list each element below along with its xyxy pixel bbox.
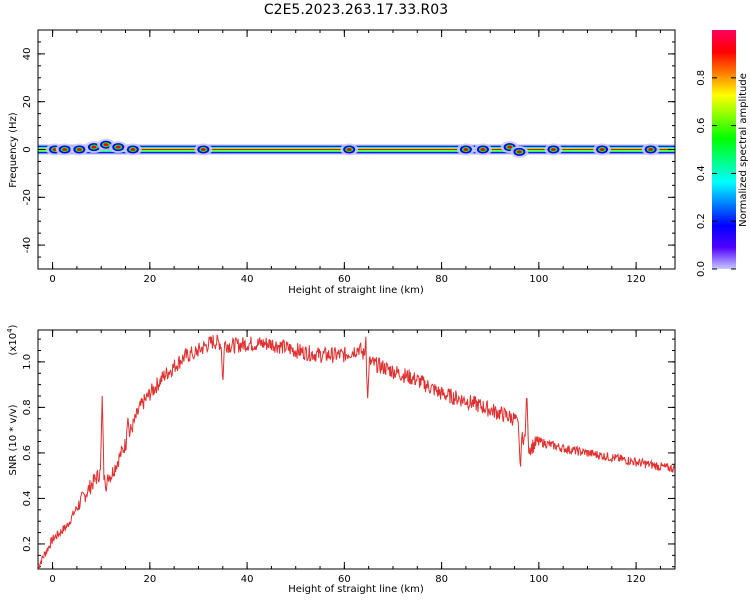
snr-xtick-label-6: 120: [627, 574, 646, 585]
snr-xtick-label-4: 80: [435, 574, 448, 585]
hotspot-core-1: [62, 148, 68, 151]
snr-multiplier-close: ): [8, 324, 19, 328]
hotspot-core-9: [463, 148, 469, 151]
snr-xtick-label-2: 40: [241, 574, 254, 585]
snr-xtick-label-1: 20: [143, 574, 156, 585]
snr-panel: 0 20 40 60 80 100 120 0.2 0.4 0.6 0.8 1.0 Height of…: [6, 324, 676, 595]
colorbar-tick-label-0: 0.0: [696, 261, 707, 277]
snr-frame: [37, 329, 676, 570]
colorbar-tick-label-1: 0.2: [696, 213, 707, 229]
snr-multiplier-label: (x104): [6, 324, 19, 355]
spectrogram-xtick-label-3: 60: [338, 274, 351, 285]
snr-ytick-label-2: 0.6: [22, 445, 33, 461]
snr-series-line: [37, 334, 676, 569]
figure-title: C2E5.2023.263.17.33.R03: [264, 2, 448, 18]
hotspot-core-4: [103, 143, 109, 147]
hotspot-core-13: [550, 148, 556, 151]
spectrogram-ytick-label-4: 40: [22, 48, 33, 61]
colorbar-tick-label-3: 0.6: [696, 118, 707, 134]
spectrogram-xtick-label-6: 120: [627, 274, 646, 285]
hotspot-core-14: [599, 148, 605, 151]
snr-ytick-label-1: 0.4: [22, 490, 33, 506]
hotspot-core-2: [76, 148, 82, 151]
snr-multiplier-exponent: 4: [6, 328, 14, 333]
hotspot-core-5: [115, 145, 121, 149]
hotspot-core-3: [91, 145, 97, 149]
spectrogram-ytick-label-1: -20: [22, 189, 33, 205]
spectrogram-xtick-label-2: 40: [241, 274, 254, 285]
hotspot-core-7: [200, 148, 206, 151]
hotspot-core-8: [346, 148, 352, 151]
spectrogram-ytick-label-3: 20: [22, 95, 33, 108]
spectrogram-xtick-label-0: 0: [49, 274, 55, 285]
colorbar-gradient: [712, 30, 736, 269]
spectrogram-ytick-label-2: 0: [22, 146, 33, 152]
hotspot-core-15: [648, 148, 654, 151]
colorbar: 0.0 0.2 0.4 0.6 0.8 Normalized spectral ampl…: [696, 30, 749, 277]
snr-xtick-label-3: 60: [338, 574, 351, 585]
colorbar-tick-label-2: 0.4: [696, 165, 707, 181]
hotspot-core-10: [480, 148, 486, 151]
snr-ticks: 0 20 40 60 80 100 120 0.2 0.4 0.6 0.8 1.0: [22, 330, 675, 585]
hotspot-core-6: [130, 148, 136, 151]
snr-xtick-label-5: 100: [529, 574, 548, 585]
snr-ytick-label-0: 0.2: [22, 536, 33, 552]
spectrogram-y-axis-label: Frequency (Hz): [8, 112, 19, 188]
snr-x-axis-label: Height of straight line (km): [288, 584, 424, 595]
colorbar-label: Normalized spectral amplitude: [738, 73, 749, 227]
spectrogram-panel: 0 20 40 60 80 100 120 -40 -20 0 20 40 Height of str…: [8, 29, 676, 296]
hotspot-core-12: [516, 150, 522, 154]
spectrogram-x-axis-label: Height of straight line (km): [288, 285, 424, 296]
colorbar-tick-label-4: 0.8: [696, 70, 707, 86]
spectrogram-xtick-label-4: 80: [435, 274, 448, 285]
heatmap-layer: [38, 138, 675, 158]
spectrogram-ytick-label-0: -40: [22, 237, 33, 253]
spectrogram-ticks: 0 20 40 60 80 100 120 -40 -20 0 20 40: [22, 30, 675, 285]
snr-ytick-label-3: 0.8: [22, 399, 33, 415]
colorbar-ticks: 0.0 0.2 0.4 0.6 0.8: [696, 70, 736, 277]
spectrogram-xtick-label-1: 20: [143, 274, 156, 285]
spectrogram-xtick-label-5: 100: [529, 274, 548, 285]
snr-ytick-label-4: 1.0: [22, 354, 33, 370]
hotspot-core-11: [507, 145, 513, 149]
snr-xtick-label-0: 0: [49, 574, 55, 585]
snr-y-axis-label: SNR (10 * v/v): [8, 404, 19, 475]
snr-multiplier-base: (x10: [8, 333, 19, 356]
